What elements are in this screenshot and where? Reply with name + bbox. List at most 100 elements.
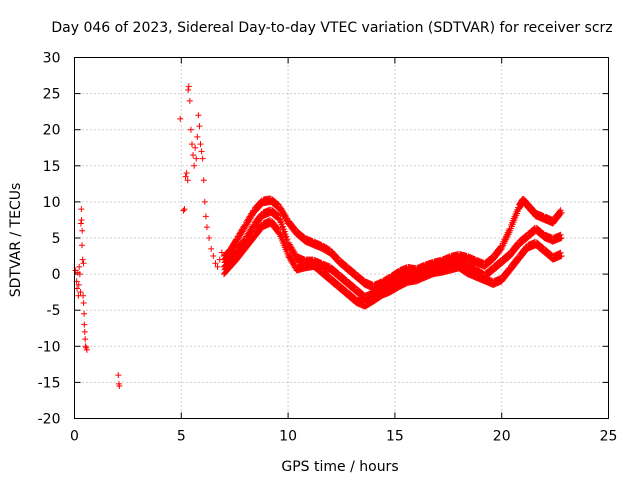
data-point [79,256,86,263]
data-point [212,260,219,267]
data-point [557,207,564,214]
data-point [83,346,90,353]
data-point [208,245,215,252]
data-point [186,97,193,104]
data-point [81,310,88,317]
data-point [77,220,84,227]
data-point [462,260,469,267]
data-point [206,235,213,241]
data-point [214,263,221,270]
data-point [181,206,188,213]
data-point [218,249,225,256]
data-point [82,336,89,343]
x-tick-label: 5 [177,429,186,445]
y-axis-label: SDTVAR / TECUs [8,183,24,298]
y-tick-label: -15 [38,375,61,391]
x-tick-label: 20 [493,429,511,445]
data-point [78,216,85,223]
data-point [76,271,83,278]
data-point [185,86,192,93]
data-point [197,141,204,148]
y-tick-label: -5 [47,303,61,319]
axis-ticks: 0 5 10 15 20 25 -20 -15 -10 -5 0 5 10 15 20 25 30 [38,51,618,445]
data-point [279,220,286,227]
data-point [334,254,341,261]
data-point [557,249,564,256]
data-point [199,155,206,162]
data-point [274,211,281,218]
data-point [203,224,210,231]
data-point [177,115,184,122]
plot-frame [74,57,609,419]
data-point [278,218,285,225]
y-tick-label: 25 [43,87,61,103]
data-point [279,223,286,230]
data-point [180,207,187,214]
data-point [558,209,565,216]
data-point [192,144,199,151]
data-point [191,162,198,169]
data-point [76,263,83,270]
data-point [190,151,197,158]
data-point [282,231,289,238]
data-point [78,206,85,213]
data-point [80,299,87,306]
y-tick-label: 15 [43,159,61,175]
data-point [200,177,207,184]
data-point [291,250,298,257]
data-point [77,289,84,296]
data-point [558,253,565,260]
y-tick-label: -20 [38,412,61,428]
data-point [275,226,282,233]
data-point [81,321,88,328]
data-point [530,207,537,214]
data-point [182,173,189,180]
data-point [78,242,85,249]
data-point [115,372,122,379]
data-point [210,253,217,260]
x-tick-label: 25 [600,429,618,445]
data-point [116,383,123,390]
data-point [283,233,290,240]
data-point [198,148,205,155]
y-tick-label: -10 [38,339,61,355]
data-point [284,247,291,254]
y-tick-label: 0 [52,267,61,283]
data-point [187,126,194,133]
data-point [183,170,190,177]
data-point [80,292,87,299]
data-point [194,133,201,140]
data-point [277,215,284,222]
data-point [185,83,192,90]
data-point [202,213,209,220]
data-point [274,201,281,208]
data-point [80,260,87,267]
data-point [81,328,88,335]
data-point [274,225,281,232]
data-point [291,260,298,267]
data-point [74,285,81,292]
data-point [184,177,191,184]
data-point [82,343,89,350]
x-axis-label: GPS time / hours [281,459,398,475]
x-tick-label: 10 [279,429,297,445]
data-point [558,235,565,241]
y-tick-label: 10 [43,195,61,211]
data-point [195,112,202,119]
y-tick-label: 5 [52,231,61,247]
x-tick-label: 15 [386,429,404,445]
chart-title: Day 046 of 2023, Sidereal Day-to-day VTE… [51,20,612,36]
data-point [196,123,203,130]
data-point [275,212,282,219]
data-point [291,225,298,232]
data-point [283,214,290,221]
data-point [280,225,287,232]
data-point [79,227,86,234]
data-point [75,281,82,288]
x-tick-label: 0 [70,429,79,445]
y-tick-label: 30 [43,51,61,67]
data-point [281,228,288,235]
y-tick-label: 20 [43,123,61,139]
data-points [72,83,565,390]
